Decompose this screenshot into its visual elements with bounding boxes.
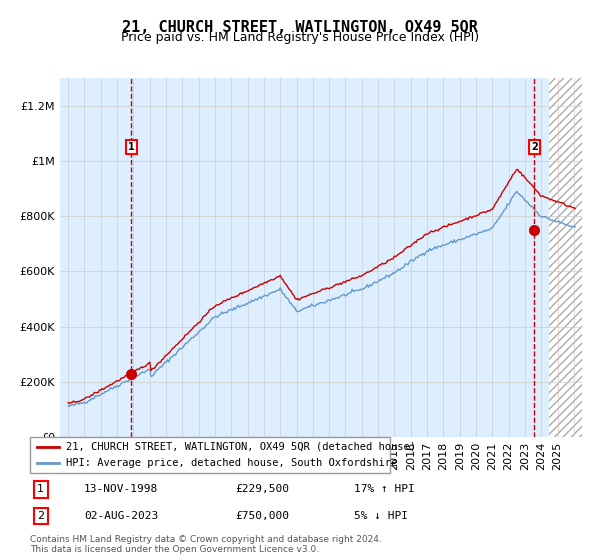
Text: 2: 2: [37, 511, 44, 521]
Text: 21, CHURCH STREET, WATLINGTON, OX49 5QR (detached house): 21, CHURCH STREET, WATLINGTON, OX49 5QR …: [66, 442, 416, 452]
Text: 02-AUG-2023: 02-AUG-2023: [84, 511, 158, 521]
Text: 5% ↓ HPI: 5% ↓ HPI: [354, 511, 408, 521]
Text: 21, CHURCH STREET, WATLINGTON, OX49 5QR: 21, CHURCH STREET, WATLINGTON, OX49 5QR: [122, 20, 478, 35]
Text: 2: 2: [531, 142, 538, 152]
Bar: [550, 78, 582, 437]
Text: £229,500: £229,500: [235, 484, 289, 494]
Text: Price paid vs. HM Land Registry's House Price Index (HPI): Price paid vs. HM Land Registry's House …: [121, 31, 479, 44]
Text: 17% ↑ HPI: 17% ↑ HPI: [354, 484, 415, 494]
FancyBboxPatch shape: [30, 437, 390, 473]
Text: 1: 1: [37, 484, 44, 494]
Text: 13-NOV-1998: 13-NOV-1998: [84, 484, 158, 494]
Text: £750,000: £750,000: [235, 511, 289, 521]
Text: HPI: Average price, detached house, South Oxfordshire: HPI: Average price, detached house, Sout…: [66, 458, 397, 468]
Text: 1: 1: [128, 142, 134, 152]
Text: Contains HM Land Registry data © Crown copyright and database right 2024.
This d: Contains HM Land Registry data © Crown c…: [30, 535, 382, 554]
Bar: [550, 78, 582, 437]
